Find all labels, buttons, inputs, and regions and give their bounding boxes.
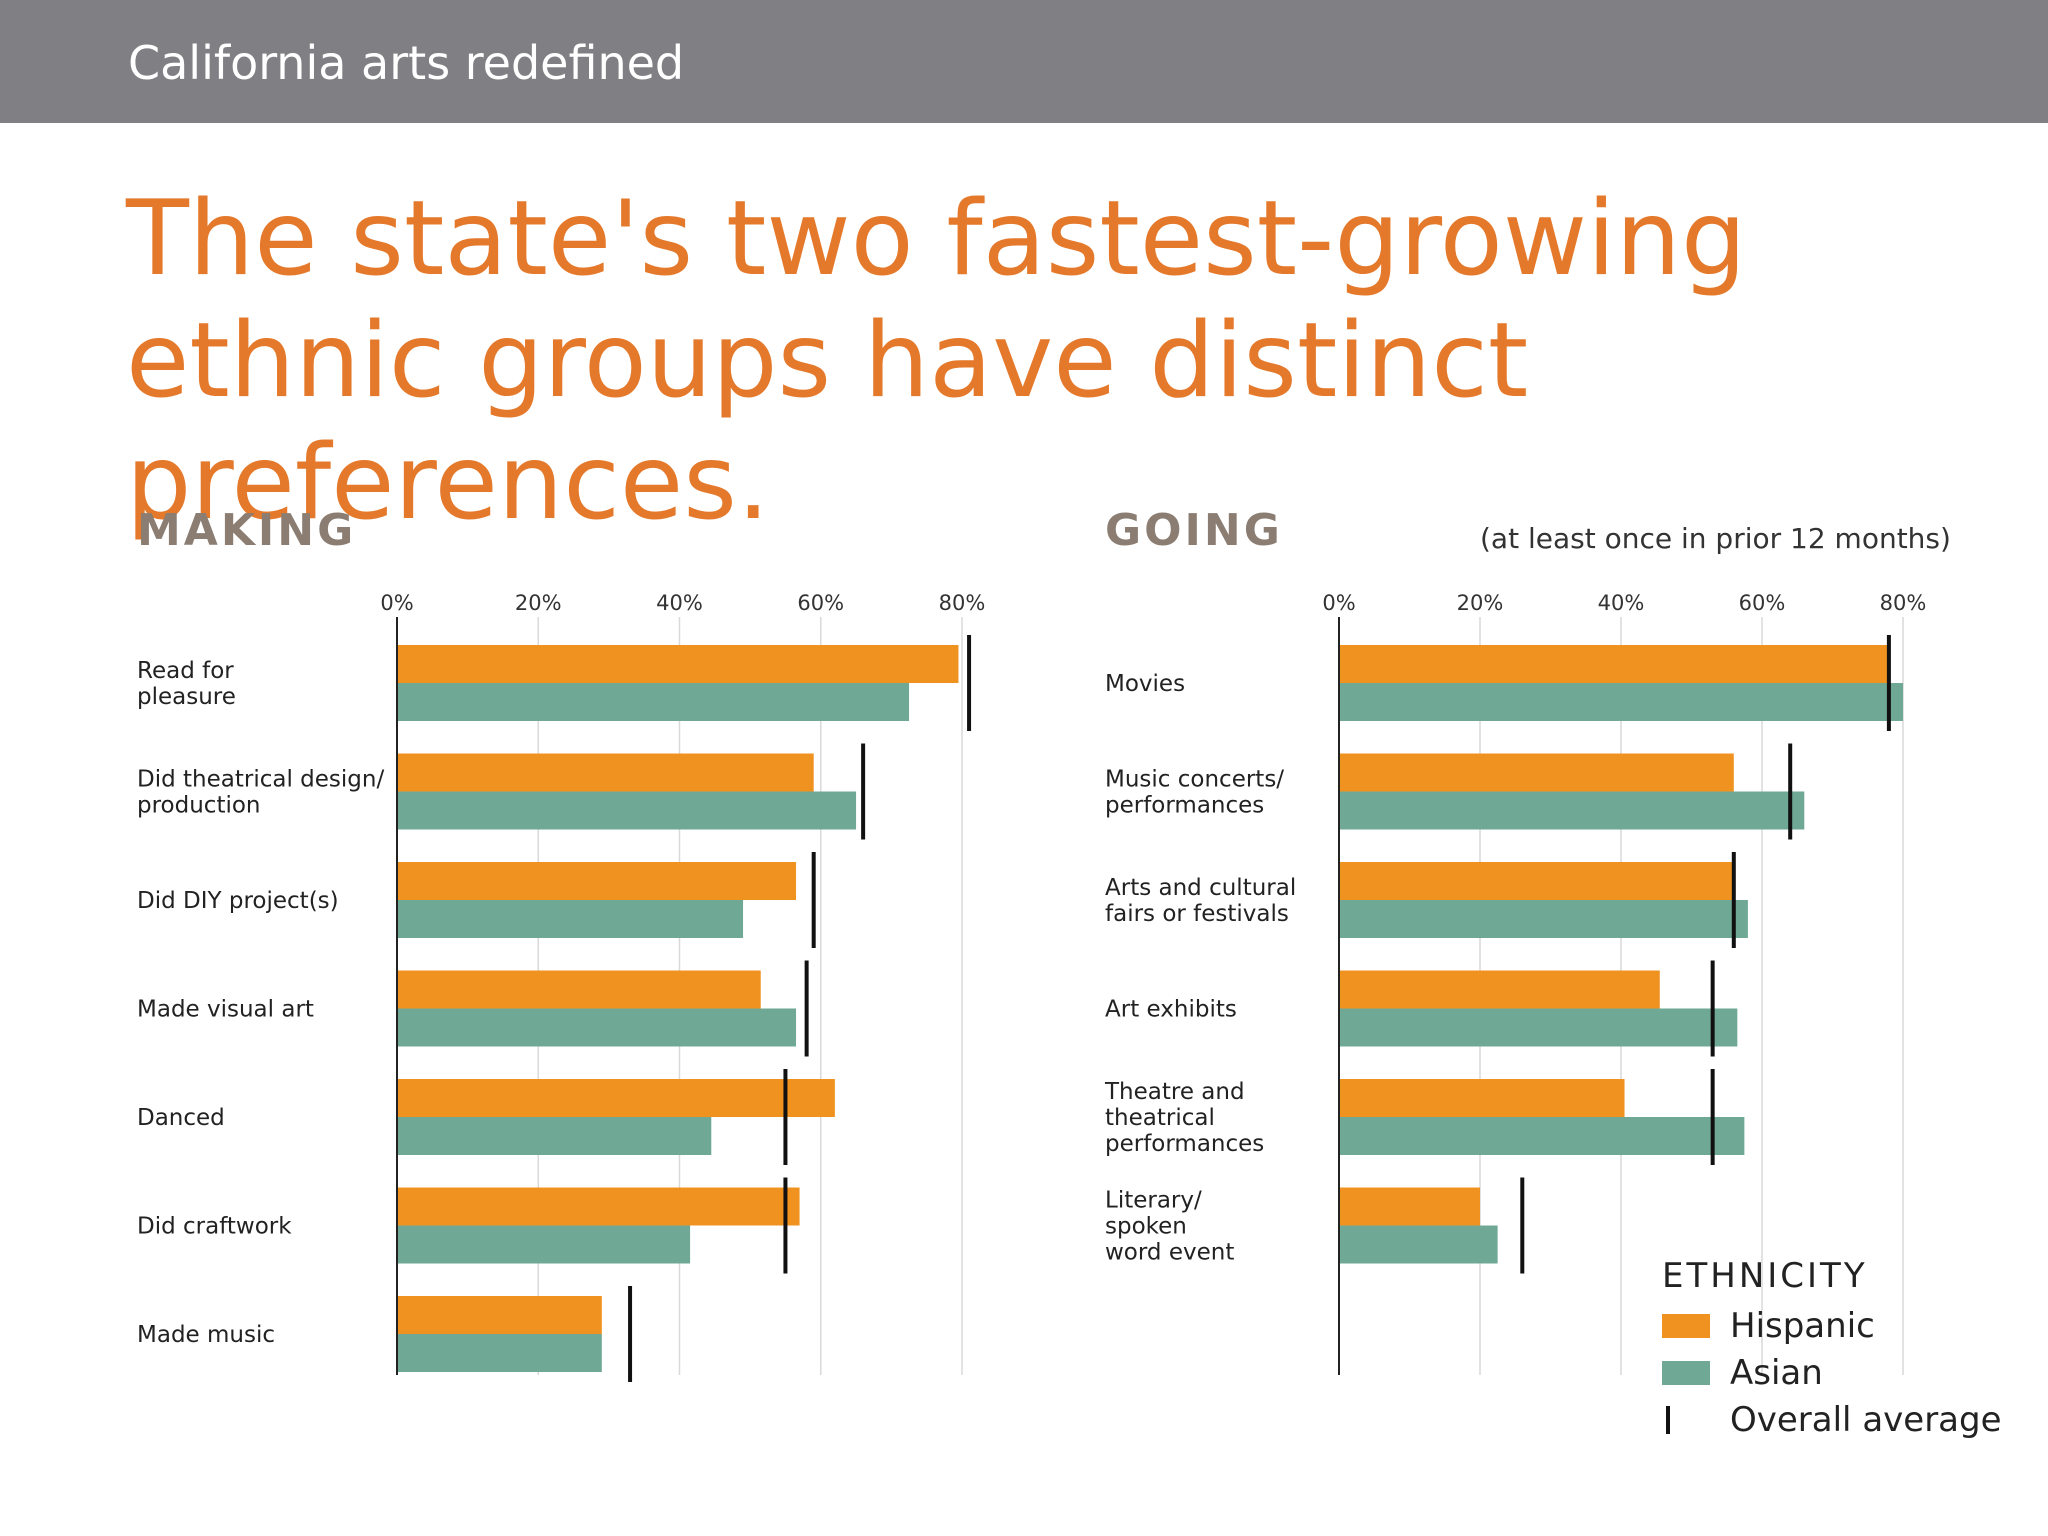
- making-bar-asian: [397, 1008, 797, 1047]
- legend-label-asian: Asian: [1730, 1352, 1823, 1393]
- making-bar-asian: [397, 1334, 602, 1372]
- making-category-label: Read for pleasure: [137, 658, 236, 710]
- legend-label-hispanic: Hispanic: [1730, 1305, 1875, 1346]
- going-bar-asian: [1339, 900, 1748, 938]
- going-bar-asian: [1339, 683, 1903, 721]
- making-tick-label: 0%: [380, 591, 413, 615]
- going-category-label: Literary/spoken word event: [1105, 1188, 1234, 1266]
- going-category-label: Art exhibits: [1105, 997, 1237, 1023]
- making-bar-asian: [397, 791, 857, 830]
- going-category-label: Arts and cultural fairs or festivals: [1105, 875, 1296, 927]
- going-tick-label: 20%: [1457, 591, 1504, 615]
- making-bar-hispanic: [397, 862, 797, 900]
- legend-swatch-hispanic: [1662, 1313, 1710, 1338]
- making-chart-title: MAKING: [137, 505, 357, 556]
- going-bar-hispanic: [1339, 862, 1734, 900]
- making-category-label: Made music: [137, 1322, 275, 1348]
- making-tick-label: 60%: [797, 591, 844, 615]
- making-bar-asian: [397, 1225, 691, 1264]
- legend: ETHNICITY Hispanic Asian Overall average: [1662, 1256, 2002, 1443]
- going-bar-asian: [1339, 1117, 1745, 1155]
- going-bar-hispanic: [1339, 753, 1734, 792]
- going-tick-label: 40%: [1598, 591, 1645, 615]
- going-bar-asian: [1339, 1008, 1738, 1047]
- going-category-label: Music concerts/performances: [1105, 767, 1284, 819]
- going-category-label: Movies: [1105, 671, 1185, 697]
- making-bar-asian: [397, 900, 744, 938]
- making-category-label: Danced: [137, 1105, 225, 1131]
- making-bar-hispanic: [397, 1296, 602, 1334]
- legend-item-hispanic: Hispanic: [1662, 1302, 2002, 1349]
- legend-swatch-asian: [1662, 1360, 1710, 1385]
- going-tick-label: 0%: [1322, 591, 1355, 615]
- making-tick-label: 80%: [939, 591, 986, 615]
- page-title: The state's two fastest-growing ethnic g…: [126, 179, 1747, 543]
- going-bar-hispanic: [1339, 1187, 1480, 1226]
- making-bar-asian: [397, 1117, 712, 1155]
- making-category-label: Did craftwork: [137, 1214, 292, 1240]
- making-bar-hispanic: [397, 645, 959, 683]
- making-bar-asian: [397, 683, 910, 721]
- going-bar-asian: [1339, 1225, 1498, 1264]
- making-tick-label: 20%: [515, 591, 562, 615]
- going-tick-label: 60%: [1739, 591, 1786, 615]
- making-bar-hispanic: [397, 753, 814, 792]
- making-bar-hispanic: [397, 1079, 835, 1117]
- making-bar-hispanic: [397, 970, 761, 1009]
- header-title: California arts redefined: [128, 36, 685, 90]
- going-chart-subtitle: (at least once in prior 12 months): [1480, 522, 1951, 555]
- going-tick-label: 80%: [1880, 591, 1927, 615]
- legend-title: ETHNICITY: [1662, 1256, 1868, 1296]
- legend-label-average: Overall average: [1730, 1399, 2002, 1440]
- making-bar-hispanic: [397, 1187, 800, 1226]
- legend-marker-average: [1662, 1405, 1710, 1434]
- going-bar-hispanic: [1339, 645, 1889, 683]
- legend-item-average: Overall average: [1662, 1396, 2002, 1443]
- making-category-label: Did DIY project(s): [137, 888, 339, 914]
- going-bar-hispanic: [1339, 970, 1660, 1009]
- going-bar-asian: [1339, 791, 1805, 830]
- header-bar: California arts redefined: [0, 0, 2048, 123]
- making-category-label: Did theatrical design/production: [137, 767, 384, 819]
- going-category-label: Theatre and theatrical performances: [1104, 1079, 1264, 1157]
- going-chart-title: GOING: [1105, 505, 1283, 556]
- making-category-label: Made visual art: [137, 997, 314, 1023]
- legend-item-asian: Asian: [1662, 1349, 2002, 1396]
- going-bar-hispanic: [1339, 1079, 1625, 1117]
- making-tick-label: 40%: [656, 591, 703, 615]
